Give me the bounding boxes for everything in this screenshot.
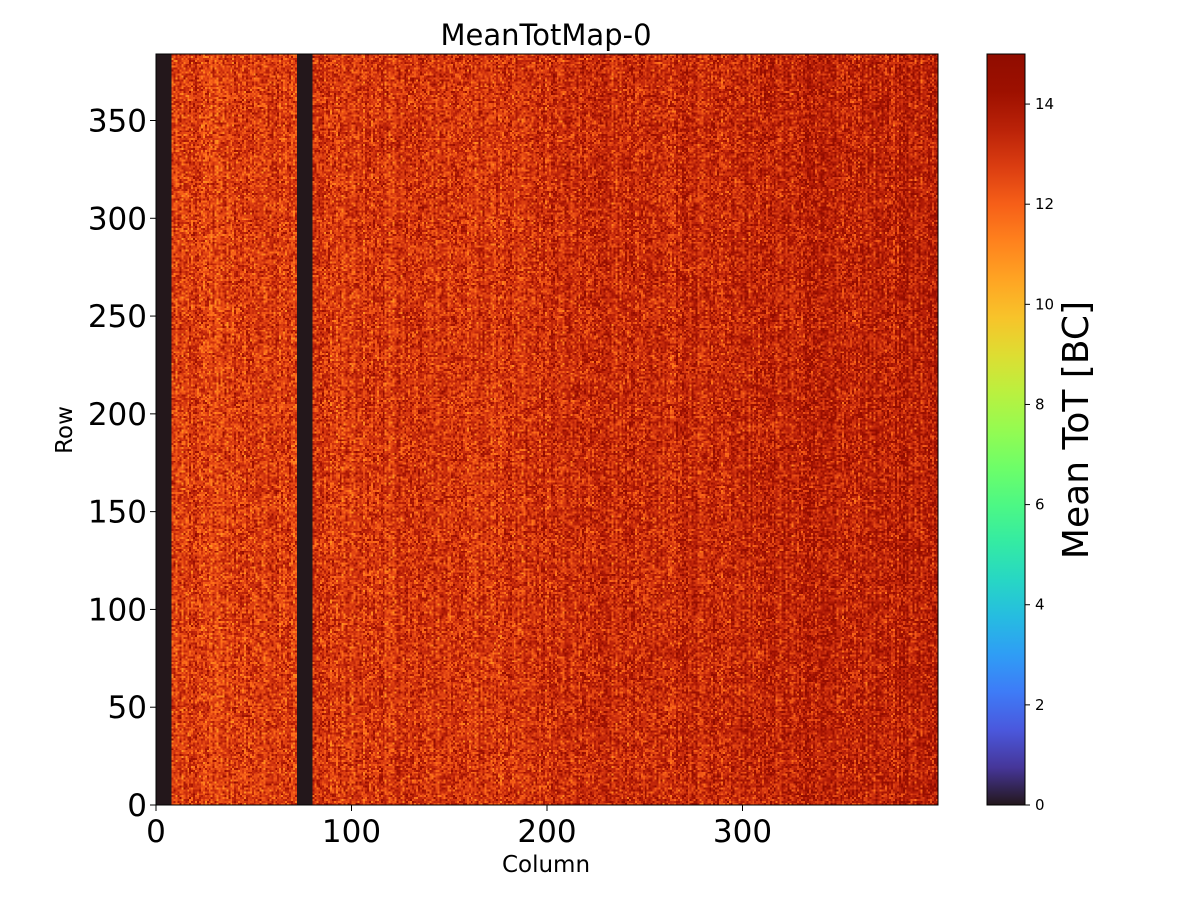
colorbar-tick-label: 2	[1035, 696, 1045, 714]
colorbar-gradient	[986, 53, 1026, 806]
x-axis-label: Column	[502, 852, 590, 878]
colorbar: 0 2 4 6 8 10 12 14	[986, 53, 1054, 814]
heatmap-cells	[156, 54, 938, 805]
axes: 0 100 200 300 0 50 100 150 200 250 300 350	[88, 103, 772, 850]
colorbar-tick-label: 0	[1035, 796, 1045, 814]
colorbar-tick-label: 14	[1035, 95, 1054, 113]
chart-title: MeanTotMap-0	[440, 18, 651, 52]
colorbar-tick-label: 6	[1035, 496, 1045, 514]
colorbar-label: Mean ToT [BC]	[1056, 301, 1097, 559]
y-tick-label: 300	[88, 201, 147, 237]
y-tick-label: 150	[88, 495, 147, 531]
y-axis-label: Row	[52, 406, 78, 454]
x-tick-label: 0	[146, 814, 166, 850]
colorbar-tick-label: 4	[1035, 596, 1045, 614]
plot-area	[155, 53, 939, 806]
colorbar-tick-label: 10	[1035, 295, 1054, 313]
y-tick-label: 350	[88, 103, 147, 139]
colorbar-tick-label: 12	[1035, 195, 1054, 213]
colorbar-tick-label: 8	[1035, 395, 1045, 413]
y-tick-label: 200	[88, 397, 147, 433]
y-tick-label: 50	[108, 690, 147, 726]
x-tick-label: 200	[517, 814, 576, 850]
x-tick-label: 100	[322, 814, 381, 850]
x-tick-label: 300	[713, 814, 772, 850]
y-tick-label: 0	[127, 788, 147, 824]
y-tick-label: 100	[88, 592, 147, 628]
y-tick-label: 250	[88, 299, 147, 335]
